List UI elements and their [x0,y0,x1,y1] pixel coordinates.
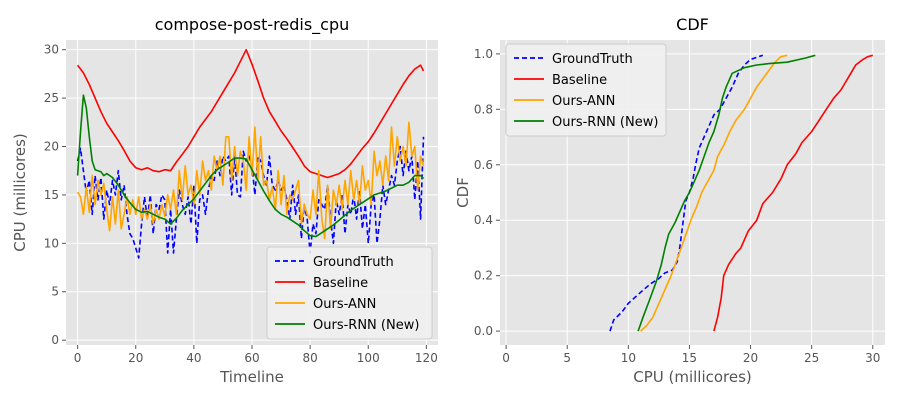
x-tick-label: 100 [357,351,380,365]
x-tick-label: 0 [74,351,82,365]
y-tick-label: 0 [51,333,59,347]
x-tick-label: 10 [621,351,636,365]
y-tick-label: 5 [51,285,59,299]
x-tick-label: 120 [415,351,438,365]
legend-label: Ours-RNN (New) [313,318,419,333]
series-line-baseline [713,54,874,332]
y-tick-label: 1.0 [474,47,493,61]
y-axis-label: CDF [454,177,472,208]
x-axis-label: CPU (millicores) [633,368,752,386]
legend-label: Baseline [552,73,607,88]
series-line-baseline [76,48,425,179]
chart-title: CDF [676,15,709,34]
series-line-ours-ann [76,121,425,240]
x-tick-label: 60 [244,351,259,365]
x-tick-label: 20 [128,351,143,365]
y-axis-label: CPU (millicores) [11,133,29,252]
chart-title: compose-post-redis_cpu [155,15,350,35]
legend-label: GroundTruth [313,255,394,270]
y-tick-label: 30 [44,43,59,57]
x-tick-label: 15 [682,351,697,365]
x-tick-label: 0 [502,351,510,365]
legend: GroundTruth Baseline Ours-ANN Ours-RNN (New… [266,246,433,340]
y-tick-label: 25 [44,91,59,105]
y-tick-label: 15 [44,188,59,202]
x-tick-label: 20 [743,351,758,365]
x-tick-label: 40 [186,351,201,365]
y-tick-label: 20 [44,140,59,154]
y-tick-label: 0.2 [474,269,493,283]
y-tick-label: 0.4 [474,213,493,227]
x-tick-label: 80 [302,351,317,365]
legend-box [266,246,433,340]
series-line-groundtruth [76,136,425,259]
legend-box [505,43,667,137]
legend-label: Ours-ANN [313,297,376,312]
x-axis-label: Timeline [219,368,284,386]
y-tick-label: 0.6 [474,158,493,172]
x-tick-label: 25 [804,351,819,365]
series-line-ours-rnn-new [76,94,425,238]
series-line-ours-rnn-new [637,54,816,332]
timeline-chart-panel: 0 20 40 60 80 100 120 0 5 10 15 20 25 30 compose-post-… [11,15,438,386]
legend-label: Ours-RNN (New) [552,115,658,130]
legend-label: GroundTruth [552,52,633,67]
y-tick-label: 0.8 [474,102,493,116]
legend-label: Ours-ANN [552,94,615,109]
x-tick-label: 30 [865,351,880,365]
cdf-chart-panel: 0 5 10 15 20 25 30 0.0 0.2 0.4 0.6 0.8 1.0 CDF CPU (mi… [454,15,885,386]
y-tick-label: 0.0 [474,324,493,338]
legend: GroundTruth Baseline Ours-ANN Ours-RNN (New… [505,43,667,137]
x-tick-label: 5 [563,351,571,365]
series-line-ours-ann [640,54,788,332]
legend-label: Baseline [313,276,368,291]
y-tick-label: 10 [44,236,59,250]
